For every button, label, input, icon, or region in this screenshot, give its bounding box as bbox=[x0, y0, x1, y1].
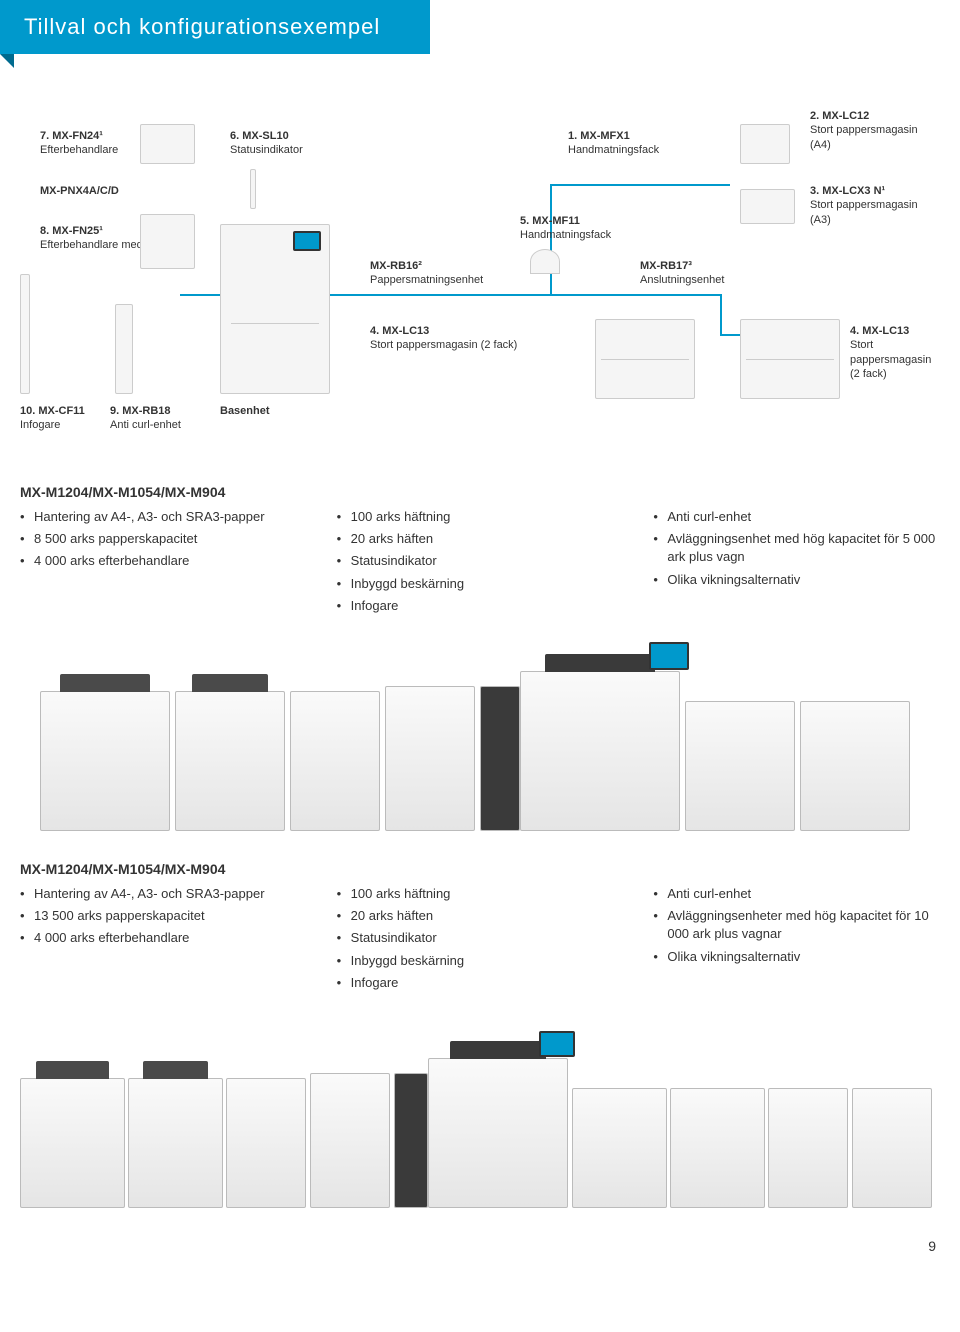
spec-item: 8 500 arks papperskapacitet bbox=[20, 530, 307, 548]
label-2: 2. MX-LC12 Stort pappersmagasin (A4) bbox=[810, 109, 940, 152]
spec2-col1: Hantering av A4-, A3- och SRA3-papper 13 … bbox=[20, 885, 307, 948]
spec-item: Hantering av A4-, A3- och SRA3-papper bbox=[20, 885, 307, 903]
tray-icon bbox=[740, 189, 795, 224]
label-rb16: MX-RB16² Pappersmatningsenhet bbox=[370, 259, 483, 288]
spec-item: 4 000 arks efterbehandlare bbox=[20, 929, 307, 947]
machine-row-1 bbox=[20, 631, 940, 831]
spec-item: Infogare bbox=[337, 974, 624, 992]
spec-item: 20 arks häften bbox=[337, 907, 624, 925]
spec-item: Avläggningsenheter med hög kapacitet för… bbox=[653, 907, 940, 943]
connector-line bbox=[720, 294, 722, 334]
spec-item: Infogare bbox=[337, 597, 624, 615]
spec-item: Hantering av A4-, A3- och SRA3-papper bbox=[20, 508, 307, 526]
spec1-col3: Anti curl-enhet Avläggningsenhet med hög … bbox=[653, 508, 940, 589]
spec1-title: MX-M1204/MX-M1054/MX-M904 bbox=[20, 484, 307, 500]
label-base: Basenhet bbox=[220, 404, 270, 418]
label-4a: 4. MX-LC13 Stort pappersmagasin (2 fack) bbox=[370, 324, 517, 353]
spec1-col2: 100 arks häftning 20 arks häften Statusind… bbox=[337, 508, 624, 615]
printer-icon bbox=[140, 214, 195, 269]
spec-item: Anti curl-enhet bbox=[653, 885, 940, 903]
tray-icon bbox=[740, 319, 840, 399]
spec-item: Olika vikningsalternativ bbox=[653, 948, 940, 966]
label-5: 5. MX-MF11 Handmatningsfack bbox=[520, 214, 611, 243]
spec-item: 100 arks häftning bbox=[337, 508, 624, 526]
indicator-icon bbox=[250, 169, 256, 209]
connector-line bbox=[550, 184, 730, 186]
feeder-icon bbox=[530, 249, 560, 274]
spec2-col2: 100 arks häftning 20 arks häften Statusind… bbox=[337, 885, 624, 992]
spec2-title: MX-M1204/MX-M1054/MX-M904 bbox=[20, 861, 307, 877]
printer-icon bbox=[20, 274, 30, 394]
spec-item: Statusindikator bbox=[337, 929, 624, 947]
spec-item: 13 500 arks papperskapacitet bbox=[20, 907, 307, 925]
label-4b: 4. MX-LC13 Stort pappersmagasin (2 fack) bbox=[850, 324, 940, 381]
label-3: 3. MX-LCX3 N¹ Stort pappersmagasin (A3) bbox=[810, 184, 940, 227]
label-10: 10. MX-CF11 Infogare bbox=[20, 404, 85, 433]
base-unit-icon bbox=[220, 224, 330, 394]
label-9: 9. MX-RB18 Anti curl-enhet bbox=[110, 404, 181, 433]
label-rb17: MX-RB17³ Anslutningsenhet bbox=[640, 259, 724, 288]
label-6: 6. MX-SL10 Statusindikator bbox=[230, 129, 303, 158]
spec-item: Olika vikningsalternativ bbox=[653, 571, 940, 589]
spec-item: Inbyggd beskärning bbox=[337, 952, 624, 970]
label-pnx: MX-PNX4A/C/D bbox=[40, 184, 119, 198]
spec-item: Anti curl-enhet bbox=[653, 508, 940, 526]
page-banner: Tillval och konfigurationsexempel bbox=[0, 0, 430, 54]
tray-icon bbox=[740, 124, 790, 164]
spec1-col1: Hantering av A4-, A3- och SRA3-papper 8 5… bbox=[20, 508, 307, 571]
banner-tail bbox=[0, 54, 14, 68]
label-1: 1. MX-MFX1 Handmatningsfack bbox=[568, 129, 659, 158]
label-7: 7. MX-FN24¹ Efterbehandlare bbox=[40, 129, 118, 158]
banner-text: Tillval och konfigurationsexempel bbox=[24, 14, 380, 39]
printer-icon bbox=[140, 124, 195, 164]
spec-block-2: MX-M1204/MX-M1054/MX-M904 Hantering av A… bbox=[20, 861, 940, 1208]
spec-item: Avläggningsenhet med hög kapacitet för 5… bbox=[653, 530, 940, 566]
spec-item: Inbyggd beskärning bbox=[337, 575, 624, 593]
printer-icon bbox=[115, 304, 133, 394]
tray-icon bbox=[595, 319, 695, 399]
spec-item: 100 arks häftning bbox=[337, 885, 624, 903]
spec-block-1: MX-M1204/MX-M1054/MX-M904 Hantering av A… bbox=[20, 484, 940, 831]
spec-item: 4 000 arks efterbehandlare bbox=[20, 552, 307, 570]
machine-row-2 bbox=[20, 1008, 940, 1208]
spec-item: Statusindikator bbox=[337, 552, 624, 570]
config-diagram: 7. MX-FN24¹ Efterbehandlare MX-PNX4A/C/D… bbox=[20, 74, 940, 454]
spec-item: 20 arks häften bbox=[337, 530, 624, 548]
page-number: 9 bbox=[0, 1228, 960, 1274]
spec2-col3: Anti curl-enhet Avläggningsenheter med hö… bbox=[653, 885, 940, 966]
